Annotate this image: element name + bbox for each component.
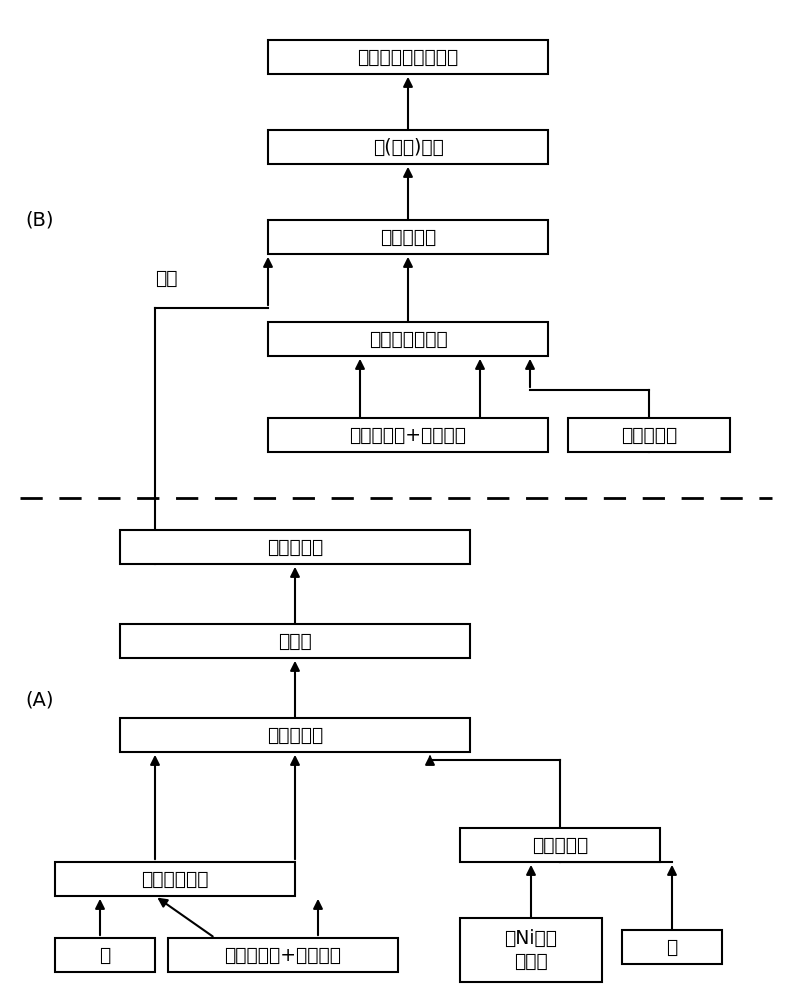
Bar (268, 220, 548, 254)
Text: 水: 水 (666, 938, 678, 956)
Bar (460, 828, 660, 862)
Text: 反应前水溶液: 反应前水溶液 (141, 869, 209, 888)
Text: 成分调整水溶液: 成分调整水溶液 (368, 330, 447, 349)
Text: 含Ni金属
化合物: 含Ni金属 化合物 (505, 929, 558, 971)
Bar (268, 322, 548, 356)
Bar (120, 530, 470, 564)
Bar (120, 624, 470, 658)
Bar (268, 40, 548, 74)
Text: 添加: 添加 (155, 268, 177, 288)
Bar (460, 918, 602, 982)
Text: 碱性水溶液+氨水溶液: 碱性水溶液+氨水溶液 (224, 946, 341, 964)
Text: 碱性水溶液+氨水溶液: 碱性水溶液+氨水溶液 (349, 426, 466, 444)
Bar (120, 718, 470, 752)
Text: 镍复合氢氧化物粒子: 镍复合氢氧化物粒子 (357, 47, 459, 66)
Bar (568, 418, 730, 452)
Bar (55, 862, 295, 896)
Text: 核生成: 核生成 (278, 632, 312, 650)
Text: 混合水溶液: 混合水溶液 (532, 836, 588, 854)
Text: 反应水溶液: 反应水溶液 (267, 726, 323, 744)
Bar (268, 418, 548, 452)
Text: 水: 水 (99, 946, 111, 964)
Text: (A): (A) (25, 690, 54, 710)
Text: 反应水溶液: 反应水溶液 (380, 228, 436, 246)
Text: 含核水溶液: 含核水溶液 (267, 538, 323, 556)
Bar (55, 938, 155, 972)
Bar (622, 930, 722, 964)
Text: 核(粒子)生长: 核(粒子)生长 (372, 137, 444, 156)
Text: (B): (B) (25, 211, 54, 230)
Bar (168, 938, 398, 972)
Text: 混合水溶液: 混合水溶液 (621, 426, 677, 444)
Bar (268, 130, 548, 164)
